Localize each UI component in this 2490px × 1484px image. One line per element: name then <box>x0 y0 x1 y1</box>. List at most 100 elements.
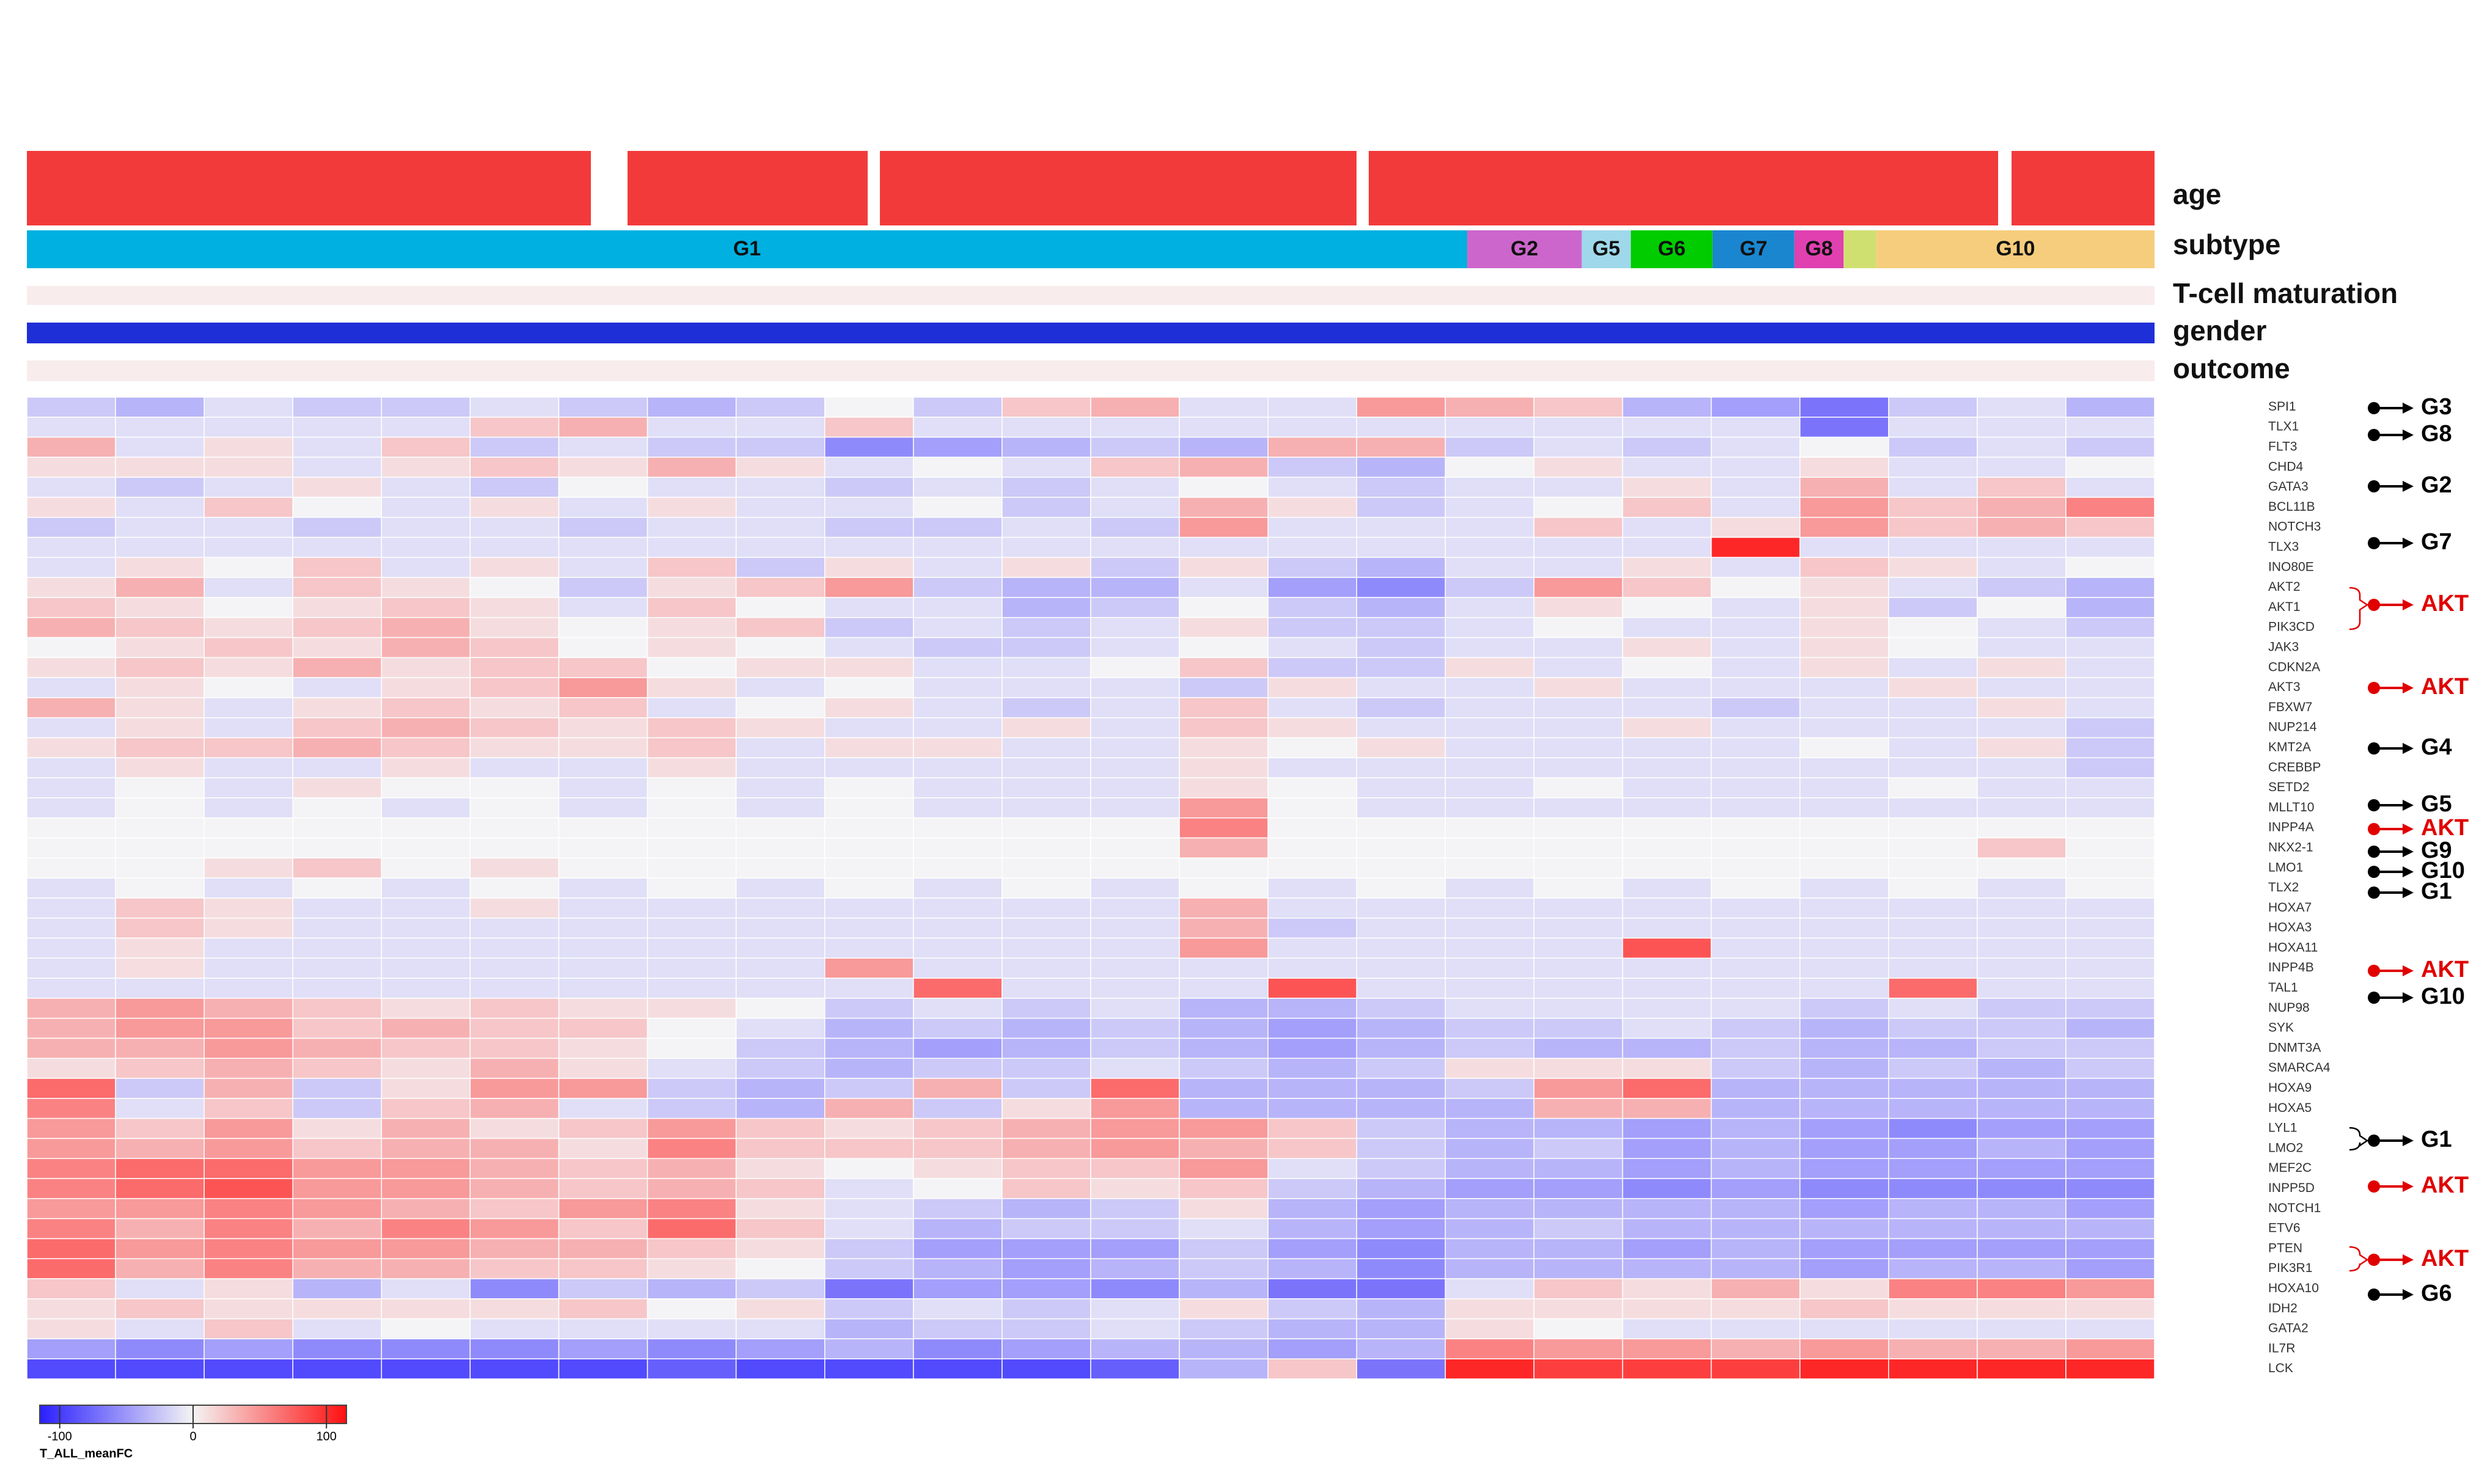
heat-cell <box>2065 1158 2155 1179</box>
heat-cell <box>1977 978 2067 999</box>
heat-cell <box>381 1178 471 1199</box>
heat-cell <box>381 1258 471 1279</box>
heat-cell <box>913 717 1003 739</box>
arrow-head <box>2403 1135 2414 1146</box>
heat-cell <box>824 697 914 718</box>
heat-cell <box>2065 1098 2155 1119</box>
heat-cell <box>1977 897 2067 919</box>
heat-cell <box>1445 1138 1535 1159</box>
heat-cell <box>381 757 471 778</box>
heat-cell <box>1090 517 1180 538</box>
heat-cell <box>558 497 648 518</box>
heat-cell <box>1622 937 1712 959</box>
heat-cell <box>1001 897 1091 919</box>
heat-cell <box>1533 857 1624 879</box>
heat-cell <box>1090 1278 1180 1299</box>
heat-cell <box>1799 1078 1889 1099</box>
heat-cell <box>292 797 383 819</box>
heat-cell <box>1090 497 1180 518</box>
heat-cell <box>1001 857 1091 879</box>
heat-cell <box>646 817 737 839</box>
heat-cell <box>1179 397 1269 418</box>
colorbar-label: T_ALL_meanFC <box>40 1447 133 1460</box>
heat-cell <box>2065 998 2155 1019</box>
heat-cell <box>1356 978 1446 999</box>
heat-cell <box>1533 1258 1624 1279</box>
heat-cell <box>1799 1298 1889 1320</box>
heat-cell <box>1090 436 1180 458</box>
heat-cell <box>646 517 737 538</box>
heat-cell <box>469 417 560 438</box>
heat-cell <box>646 857 737 879</box>
heat-cell <box>2065 597 2155 618</box>
heat-cell <box>203 1158 293 1179</box>
heat-cell <box>1622 1318 1712 1340</box>
heat-cell <box>1888 597 1978 618</box>
heat-cell <box>646 1138 737 1159</box>
heat-cell <box>1445 998 1535 1019</box>
heat-cell <box>1445 1338 1535 1359</box>
heat-cell <box>203 477 293 498</box>
age-gap <box>1357 151 1369 225</box>
heat-cell <box>558 1278 648 1299</box>
heat-cell <box>1977 777 2067 799</box>
heat-cell <box>469 577 560 598</box>
heat-cell <box>1090 797 1180 819</box>
heat-cell <box>381 577 471 598</box>
heat-cell <box>735 717 826 739</box>
heat-cell <box>646 497 737 518</box>
heat-cell <box>1001 998 1091 1019</box>
heat-cell <box>115 1017 205 1039</box>
heat-cell <box>1356 617 1446 638</box>
heat-cell <box>381 1318 471 1340</box>
heat-cell <box>824 1098 914 1119</box>
heat-cell <box>292 1178 383 1199</box>
heat-cell <box>2065 1058 2155 1079</box>
heat-cell <box>26 1298 116 1320</box>
heat-cell <box>2065 1238 2155 1259</box>
heat-cell <box>558 837 648 859</box>
heat-cell <box>735 1078 826 1099</box>
heat-cell <box>1179 637 1269 659</box>
heat-cell <box>1356 517 1446 538</box>
heat-cell <box>1977 1198 2067 1219</box>
heat-cell <box>824 577 914 598</box>
heat-cell <box>381 1198 471 1219</box>
heat-cell <box>1001 536 1091 558</box>
heat-cell <box>115 777 205 799</box>
heat-cell <box>1001 1098 1091 1119</box>
heat-cell <box>735 397 826 418</box>
heat-cell <box>2065 637 2155 659</box>
heat-cell <box>1267 657 1358 678</box>
heat-cell <box>292 957 383 979</box>
heat-cell <box>1445 1178 1535 1199</box>
heat-cell <box>1799 957 1889 979</box>
heat-cell <box>1001 1198 1091 1219</box>
heat-cell <box>1356 877 1446 899</box>
heat-cell <box>26 1218 116 1240</box>
subtype-label: G10 <box>1996 237 2035 260</box>
heat-cell <box>469 857 560 879</box>
heat-cell <box>26 417 116 438</box>
subtype-segment <box>1794 230 1844 268</box>
heat-cell <box>1001 1037 1091 1059</box>
heat-cell <box>1977 1138 2067 1159</box>
heat-cell <box>1799 577 1889 598</box>
heat-cell <box>1001 917 1091 939</box>
row-label: KMT2A <box>2268 740 2311 754</box>
heat-cell <box>558 417 648 438</box>
heat-cell <box>558 937 648 959</box>
row-label: INPP5D <box>2268 1181 2315 1195</box>
heat-cell <box>115 837 205 859</box>
heat-cell <box>381 1278 471 1299</box>
bracket <box>2349 587 2369 631</box>
heat-cell <box>646 1178 737 1199</box>
heat-cell <box>1888 497 1978 518</box>
heat-cell <box>292 397 383 418</box>
arrow-head <box>2403 403 2414 414</box>
heat-cell <box>1710 577 1801 598</box>
heat-cell <box>913 1338 1003 1359</box>
arrow-head <box>2403 887 2414 898</box>
heat-cell <box>292 737 383 759</box>
heat-cell <box>1267 456 1358 478</box>
